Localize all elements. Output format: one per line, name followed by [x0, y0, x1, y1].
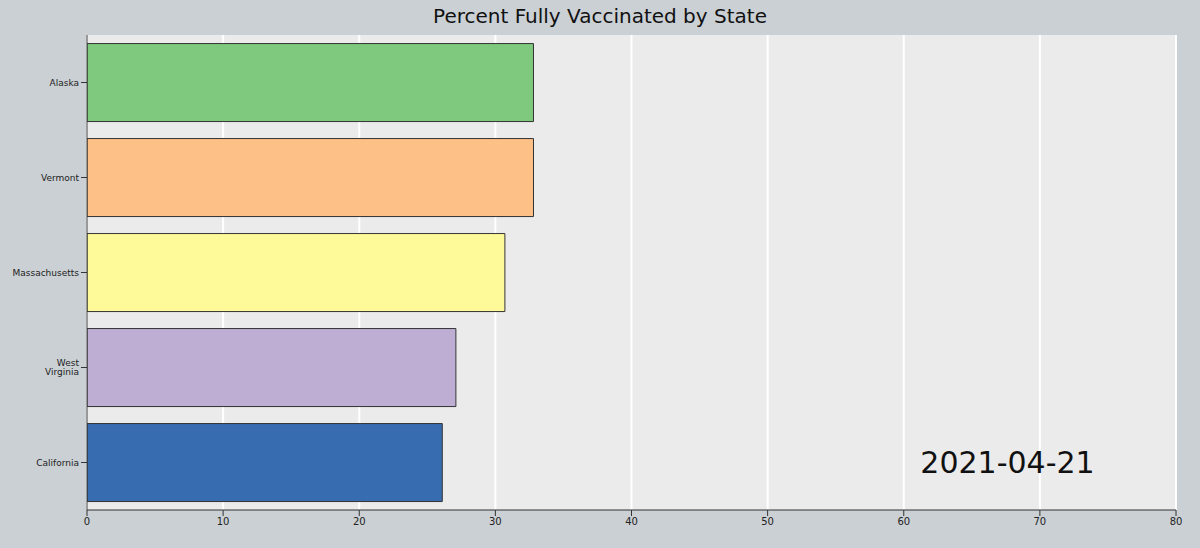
- svg-text:Massachusetts: Massachusetts: [12, 268, 79, 278]
- svg-text:70: 70: [1034, 516, 1047, 527]
- svg-text:20: 20: [353, 516, 366, 527]
- svg-text:California: California: [36, 458, 79, 468]
- svg-text:40: 40: [625, 516, 638, 527]
- svg-text:WestVirginia: WestVirginia: [45, 358, 79, 377]
- svg-text:60: 60: [897, 516, 910, 527]
- svg-text:10: 10: [217, 516, 230, 527]
- html-text:Percent Fully Vaccinated by St: Percent Fully Vaccinated by State: [433, 4, 767, 28]
- html-text:2021-04-21: 2021-04-21: [920, 445, 1095, 480]
- svg-text:50: 50: [761, 516, 774, 527]
- svg-text:0: 0: [84, 516, 90, 527]
- svg-text:80: 80: [1170, 516, 1183, 527]
- svg-text:30: 30: [489, 516, 502, 527]
- svg-text:Vermont: Vermont: [41, 173, 80, 183]
- svg-text:Alaska: Alaska: [50, 78, 79, 88]
